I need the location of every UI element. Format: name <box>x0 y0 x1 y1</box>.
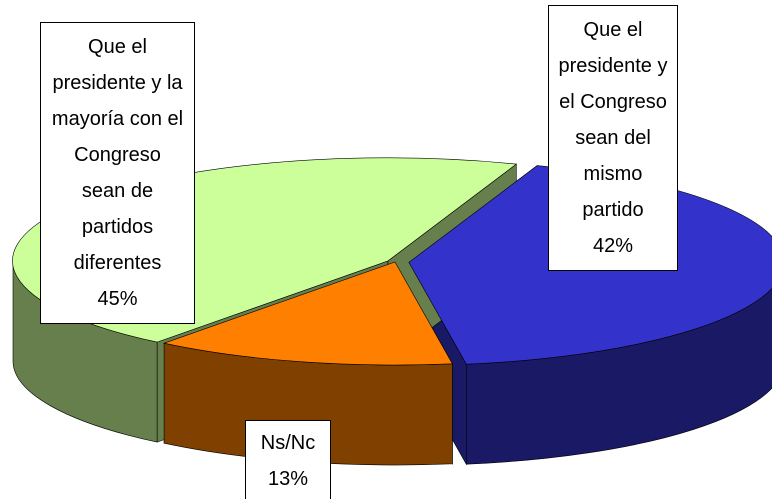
label-text: Que el presidente y la mayoría con el Co… <box>51 36 184 274</box>
slice-label: Que el presidente y la mayoría con el Co… <box>40 22 195 324</box>
label-value: 13% <box>267 468 309 490</box>
label-value: 42% <box>592 235 634 257</box>
label-text: Ns/Nc <box>260 432 316 454</box>
slice-label: Ns/Nc 13% <box>245 420 331 499</box>
label-value: 45% <box>97 288 138 310</box>
slice-top <box>162 261 453 366</box>
slice-label: Que el presidente y el Congreso sean del… <box>548 5 678 271</box>
label-text: Que el presidente y el Congreso sean del… <box>558 19 668 221</box>
